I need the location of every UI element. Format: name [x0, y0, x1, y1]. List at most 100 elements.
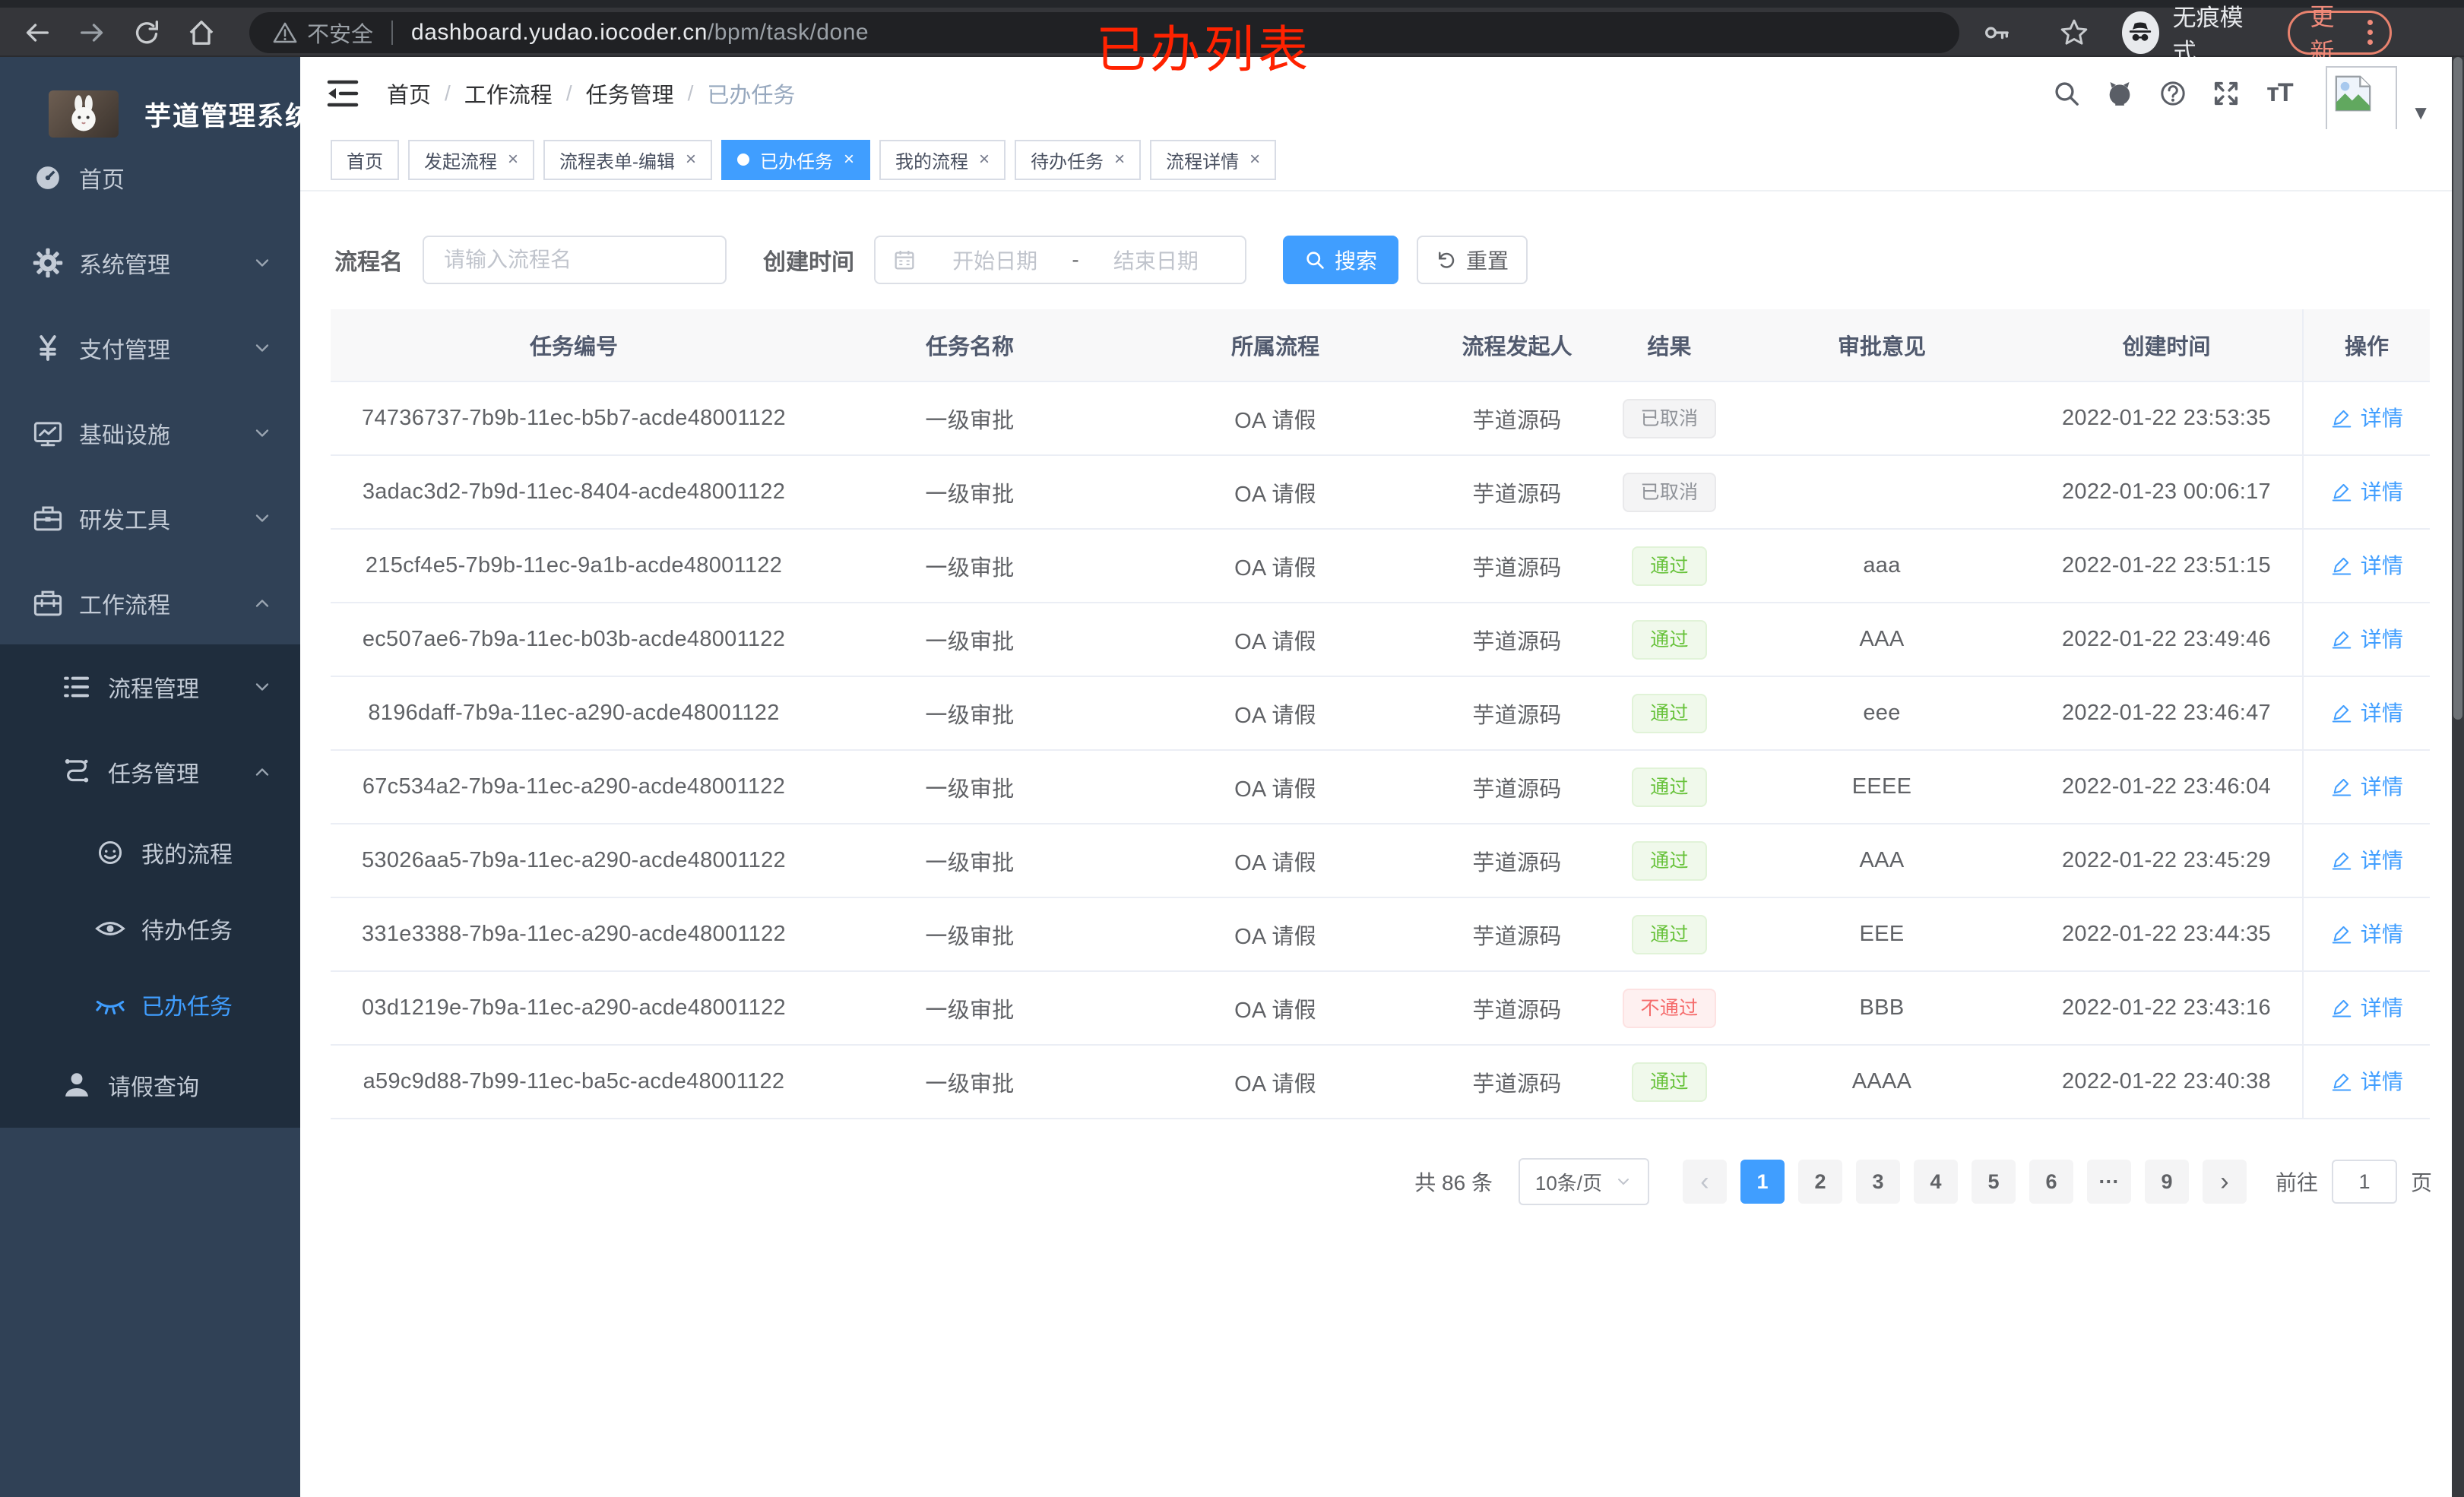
avatar[interactable] [2326, 66, 2397, 138]
result-badge: 通过 [1632, 693, 1707, 733]
detail-link[interactable]: 详情 [2330, 771, 2404, 801]
sidebar-item-done-task[interactable]: 已办任务 [0, 967, 300, 1043]
cell-time: 2022-01-22 23:51:15 [2031, 529, 2303, 603]
pen-icon [2330, 848, 2353, 871]
page-size-select[interactable]: 10条/页 [1518, 1158, 1649, 1205]
calendar-icon [892, 248, 917, 272]
detail-link[interactable]: 详情 [2330, 549, 2404, 580]
warning-icon [273, 22, 297, 43]
breadcrumb-item[interactable]: 首页 [387, 83, 432, 108]
home-icon[interactable] [184, 15, 219, 50]
pen-icon [2330, 774, 2353, 797]
detail-link[interactable]: 详情 [2330, 402, 2404, 432]
menu-kebab-icon[interactable] [2361, 20, 2379, 45]
cell-starter: 芋道源码 [1428, 455, 1606, 530]
more-pages-button[interactable]: ··· [2086, 1160, 2131, 1204]
date-range-input[interactable]: 开始日期 - 结束日期 [874, 236, 1246, 284]
close-tab-icon[interactable]: × [979, 149, 990, 169]
process-name-input[interactable] [423, 236, 727, 284]
sidebar-item-label: 我的流程 [141, 843, 233, 868]
page-button-1[interactable]: 1 [1740, 1160, 1785, 1204]
sidebar-item-task-mgmt[interactable]: 任务管理 [0, 730, 300, 815]
tab-todo-task[interactable]: 待办任务 × [1015, 139, 1142, 180]
url-bar[interactable]: 不安全 dashboard.yudao.iocoder.cn/bpm/task/… [249, 11, 1959, 53]
tab-start-flow[interactable]: 发起流程 × [408, 139, 535, 180]
sidebar-item-infra[interactable]: 基础设施 [0, 391, 300, 476]
page-button-6[interactable]: 6 [2029, 1160, 2073, 1204]
sidebar-item-system[interactable]: 系统管理 [0, 220, 300, 305]
page-scrollbar[interactable] [2452, 57, 2464, 1497]
breadcrumb-item[interactable]: 工作流程 [464, 83, 553, 108]
detail-link[interactable]: 详情 [2330, 476, 2404, 506]
cell-comment [1733, 455, 2031, 530]
detail-link[interactable]: 详情 [2330, 1065, 2404, 1096]
pen-icon [2330, 701, 2353, 723]
bookmark-star-icon[interactable] [2057, 15, 2092, 50]
tab-flow-detail[interactable]: 流程详情 × [1150, 139, 1277, 180]
cell-result: 通过 [1606, 1045, 1733, 1119]
font-size-icon[interactable]: ᴛT [2266, 78, 2293, 107]
page-button-9[interactable]: 9 [2144, 1160, 2189, 1204]
monitor-icon [30, 416, 65, 451]
key-icon[interactable] [1979, 15, 2014, 50]
tab-home[interactable]: 首页 [331, 139, 399, 180]
close-tab-icon[interactable]: × [1114, 149, 1126, 169]
tab-form-edit[interactable]: 流程表单-编辑 × [543, 139, 713, 180]
search-button-label: 搜索 [1334, 249, 1377, 273]
tab-my-process[interactable]: 我的流程 × [879, 139, 1006, 180]
sidebar-item-leave-query[interactable]: 请假查询 [0, 1043, 300, 1128]
help-icon[interactable] [2155, 76, 2190, 111]
column-header-name: 任务名称 [817, 309, 1123, 382]
close-tab-icon[interactable]: × [844, 149, 855, 169]
cell-process: OA 请假 [1123, 529, 1428, 603]
detail-link[interactable]: 详情 [2330, 918, 2404, 948]
update-button[interactable]: 更新 [2288, 3, 2392, 65]
cell-name: 一级审批 [817, 381, 1123, 456]
back-icon[interactable] [20, 15, 55, 50]
reload-icon[interactable] [129, 15, 164, 50]
github-icon[interactable] [2102, 76, 2137, 111]
detail-link[interactable]: 详情 [2330, 697, 2404, 727]
forward-icon[interactable] [74, 15, 109, 50]
cell-time: 2022-01-22 23:46:04 [2031, 750, 2303, 824]
detail-link[interactable]: 详情 [2330, 844, 2404, 875]
search-button[interactable]: 搜索 [1283, 236, 1398, 284]
close-tab-icon[interactable]: × [686, 149, 697, 169]
sidebar-item-home[interactable]: 首页 [0, 135, 300, 220]
sidebar-item-payment[interactable]: 支付管理 [0, 305, 300, 391]
next-page-button[interactable]: › [2202, 1160, 2247, 1204]
cell-name: 一级审批 [817, 971, 1123, 1046]
sidebar-item-process-mgmt[interactable]: 流程管理 [0, 644, 300, 730]
sidebar-item-my-process[interactable]: 我的流程 [0, 815, 300, 891]
prev-page-button[interactable]: ‹ [1682, 1160, 1727, 1204]
sidebar-item-todo-task[interactable]: 待办任务 [0, 891, 300, 967]
close-tab-icon[interactable]: × [508, 149, 519, 169]
page-button-5[interactable]: 5 [1971, 1160, 2016, 1204]
reset-button[interactable]: 重置 [1417, 236, 1528, 284]
list-icon [59, 669, 94, 704]
page-button-4[interactable]: 4 [1913, 1160, 1958, 1204]
scrollbar-thumb[interactable] [2453, 57, 2462, 720]
detail-link[interactable]: 详情 [2330, 992, 2404, 1022]
page-button-3[interactable]: 3 [1855, 1160, 1900, 1204]
table-row: 8196daff-7b9a-11ec-a290-acde48001122 一级审批… [331, 676, 2430, 751]
page-button-2[interactable]: 2 [1797, 1160, 1842, 1204]
detail-link-label: 详情 [2360, 996, 2404, 1020]
result-badge: 不通过 [1622, 988, 1717, 1028]
fullscreen-icon[interactable] [2209, 76, 2244, 111]
column-header-time: 创建时间 [2031, 309, 2303, 382]
avatar-caret-icon[interactable]: ▼ [2411, 101, 2431, 124]
breadcrumb-item[interactable]: 任务管理 [585, 83, 674, 108]
sidebar-item-workflow[interactable]: 工作流程 [0, 561, 300, 646]
cell-time: 2022-01-22 23:46:47 [2031, 676, 2303, 751]
detail-link[interactable]: 详情 [2330, 623, 2404, 654]
logo-image [49, 90, 119, 138]
search-icon[interactable] [2049, 76, 2084, 111]
tab-done-task[interactable]: 已办任务 × [721, 139, 871, 180]
browser-toolbar: 不安全 dashboard.yudao.iocoder.cn/bpm/task/… [0, 3, 2464, 65]
incognito-label: 无痕模式 [2172, 4, 2244, 65]
fold-sidebar-icon[interactable] [325, 75, 361, 112]
sidebar-item-devtool[interactable]: 研发工具 [0, 476, 300, 561]
goto-page-input[interactable] [2331, 1160, 2397, 1204]
close-tab-icon[interactable]: × [1249, 149, 1261, 169]
